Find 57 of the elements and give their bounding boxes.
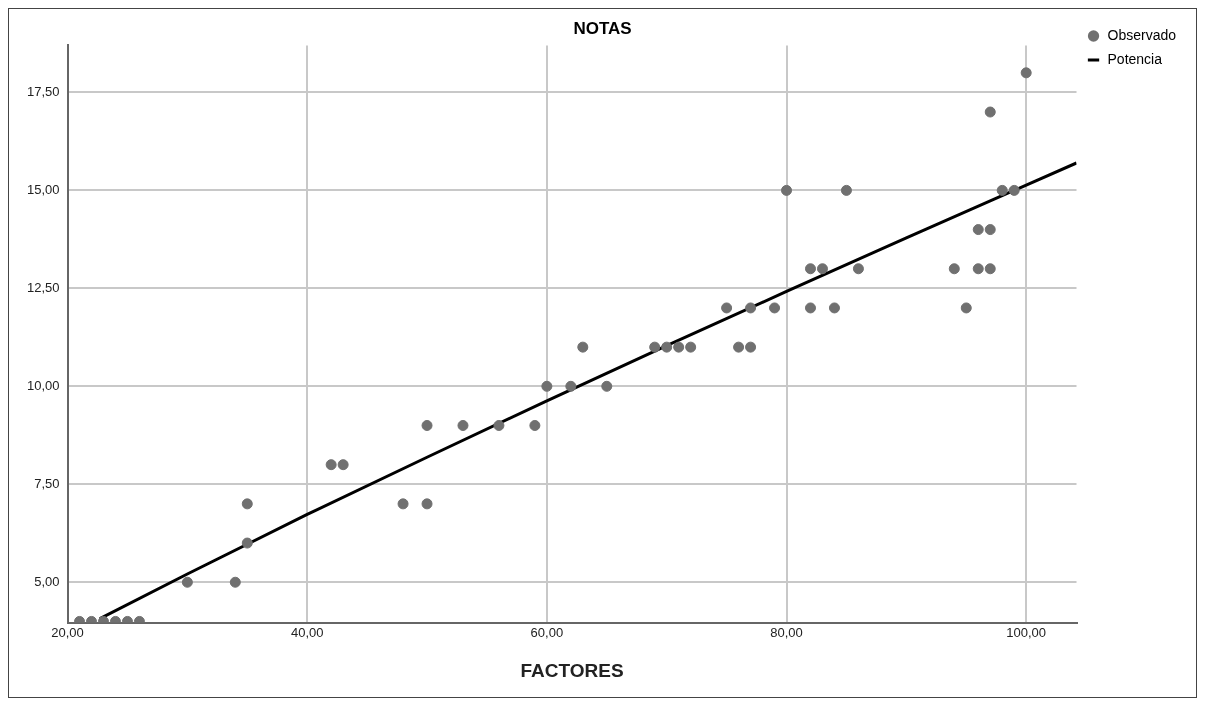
point [541,380,553,392]
point [948,263,960,275]
point [397,498,409,510]
chart-title: NOTAS [573,18,632,38]
point [457,420,469,431]
x-tick-label: 80,00 [770,624,803,640]
point [745,302,757,314]
point [241,498,253,510]
point [649,341,661,353]
point [1008,184,1020,196]
point [577,341,589,353]
point [241,537,253,549]
point [828,302,840,314]
point [972,263,984,275]
y-tick-label: 10,00 [26,377,60,393]
point [1020,67,1032,79]
point [421,498,433,510]
point [996,184,1008,196]
point [421,420,433,431]
y-tick-label: 17,50 [26,84,60,99]
point [181,576,193,588]
y-tick-label: 15,00 [26,181,60,197]
point [337,459,349,471]
x-axis-title: FACTORES [520,659,624,681]
point [493,420,505,431]
point [804,263,816,275]
point [721,302,733,314]
point [804,302,816,314]
point [852,263,864,275]
point [229,576,241,588]
point [565,380,577,392]
point [733,341,745,353]
point [685,341,697,353]
legend-label: Observado [1107,26,1177,43]
point [984,263,996,275]
point [745,341,757,353]
point [673,341,685,353]
point [769,302,781,314]
point [972,224,984,236]
legend-label: Potencia [1107,50,1163,67]
x-tick-label: 60,00 [530,624,564,640]
y-tick-label: 5,00 [34,573,60,589]
y-tick-label: 12,50 [26,279,60,295]
x-tick-label: 40,00 [290,624,324,640]
y-tick-label: 7,50 [34,475,60,491]
point [529,420,541,431]
point [984,106,996,118]
point [984,224,996,236]
point [325,459,337,471]
x-tick-label: 100,00 [1006,624,1047,640]
point [840,184,852,196]
point [816,263,828,275]
point [601,380,613,392]
x-tick-label: 20,00 [51,624,84,640]
point [781,184,793,196]
point [960,302,972,314]
point [661,341,673,353]
